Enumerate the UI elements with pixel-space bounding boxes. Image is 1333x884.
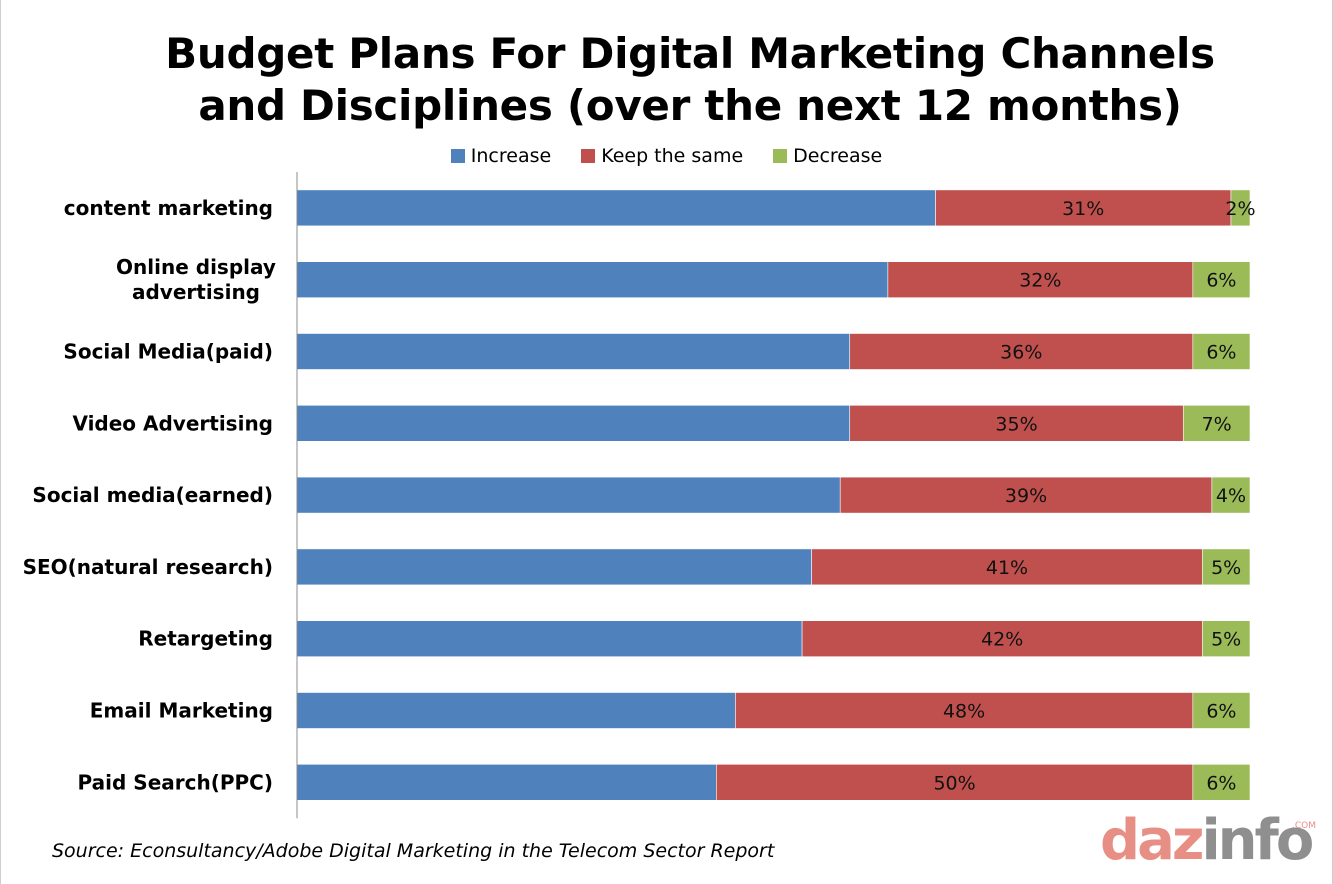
bar-decrease-email-marketing (1192, 692, 1251, 729)
logo-text-info: info (1201, 808, 1314, 873)
logo-text-daz: daz (1100, 808, 1204, 873)
bar-decrease-video-advertising (1182, 404, 1251, 442)
legend-swatch-decrease (773, 149, 788, 163)
bar-decrease-retargeting (1202, 620, 1251, 658)
category-label-paid-search-ppc: Paid Search(PPC) (78, 770, 273, 794)
bar-increase-online-display-advertising (296, 261, 889, 299)
chart-title-line-2: and Disciplines (over the next 12 months… (198, 81, 1182, 130)
chart-legend: Increase Keep the same Decrease (0, 145, 1333, 167)
category-label-video-advertising: Video Advertising (72, 411, 273, 435)
bar-increase-video-advertising (296, 404, 851, 442)
data-label-keep-the-same-social-media-paid: 36% (1000, 342, 1042, 364)
legend-label-keep-the-same: Keep the same (601, 145, 744, 167)
bar-increase-social-media-earned (296, 476, 841, 514)
data-label-decrease-retargeting: 5% (1211, 629, 1241, 651)
bar-keep-the-same-seo-natural-research (811, 548, 1203, 586)
logo-com-text: .COM (1292, 821, 1316, 831)
category-label-social-media-paid: Social Media(paid) (63, 340, 273, 364)
bar-decrease-online-display-advertising (1192, 261, 1251, 299)
legend-label-increase: Increase (470, 145, 552, 167)
category-label-retargeting: Retargeting (138, 627, 273, 651)
legend-item-decrease: Decrease (773, 145, 882, 167)
chart-title-line-1: Budget Plans For Digital Marketing Chann… (165, 29, 1215, 78)
data-label-decrease-seo-natural-research: 5% (1211, 557, 1241, 579)
data-label-keep-the-same-retargeting: 42% (981, 629, 1023, 651)
bar-increase-content-marketing (296, 189, 936, 227)
bar-keep-the-same-email-marketing (735, 692, 1194, 729)
category-label-online-display-advertising-line-2: advertising (132, 280, 260, 304)
legend-swatch-keep-the-same (581, 149, 596, 163)
bar-increase-social-media-paid (296, 333, 851, 370)
bar-decrease-content-marketing (1230, 189, 1251, 227)
data-label-decrease-social-media-paid: 6% (1206, 342, 1236, 364)
dazeinfo-logo: dazinfo (1100, 808, 1314, 873)
bar-increase-paid-search-ppc (296, 763, 717, 801)
data-label-decrease-email-marketing: 6% (1206, 701, 1236, 723)
bar-keep-the-same-retargeting (801, 620, 1203, 658)
bar-decrease-paid-search-ppc (1192, 763, 1251, 801)
bar-increase-seo-natural-research (296, 548, 812, 586)
chart-title: Budget Plans For Digital Marketing Chann… (80, 28, 1300, 132)
category-label-content-marketing: content marketing (64, 196, 273, 220)
legend-item-keep-the-same: Keep the same (581, 145, 743, 167)
category-label-email-marketing: Email Marketing (90, 699, 273, 723)
data-label-keep-the-same-paid-search-ppc: 50% (933, 772, 975, 794)
data-label-keep-the-same-social-media-earned: 39% (1005, 485, 1047, 507)
bar-decrease-social-media-earned (1211, 476, 1251, 514)
legend-item-increase: Increase (450, 145, 552, 167)
data-label-keep-the-same-seo-natural-research: 41% (986, 557, 1028, 579)
legend-label-decrease: Decrease (793, 145, 883, 167)
bar-increase-email-marketing (296, 692, 736, 729)
bar-keep-the-same-social-media-paid (849, 333, 1194, 370)
data-label-decrease-online-display-advertising: 6% (1206, 270, 1236, 292)
data-label-keep-the-same-online-display-advertising: 32% (1019, 270, 1061, 292)
data-label-decrease-content-marketing: 2% (1225, 198, 1255, 220)
data-label-keep-the-same-content-marketing: 31% (1062, 198, 1104, 220)
category-label-online-display-advertising-line-1: Online display (116, 255, 276, 279)
data-label-decrease-social-media-earned: 4% (1216, 485, 1246, 507)
source-note: Source: Econsultancy/Adobe Digital Marke… (52, 840, 775, 862)
bar-keep-the-same-social-media-earned (839, 476, 1213, 514)
bar-decrease-social-media-paid (1192, 333, 1251, 370)
data-label-decrease-video-advertising: 7% (1202, 413, 1232, 435)
category-label-social-media-earned: Social media(earned) (32, 483, 273, 507)
data-label-keep-the-same-email-marketing: 48% (943, 701, 985, 723)
bar-keep-the-same-online-display-advertising (887, 261, 1194, 299)
data-label-keep-the-same-video-advertising: 35% (995, 413, 1037, 435)
bar-keep-the-same-content-marketing (935, 189, 1232, 227)
bar-increase-retargeting (296, 620, 803, 658)
legend-swatch-increase (450, 149, 465, 163)
bar-decrease-seo-natural-research (1202, 548, 1251, 586)
bar-keep-the-same-paid-search-ppc (716, 763, 1194, 801)
category-label-seo-natural-research: SEO(natural research) (23, 555, 273, 579)
data-label-decrease-paid-search-ppc: 6% (1206, 772, 1236, 794)
